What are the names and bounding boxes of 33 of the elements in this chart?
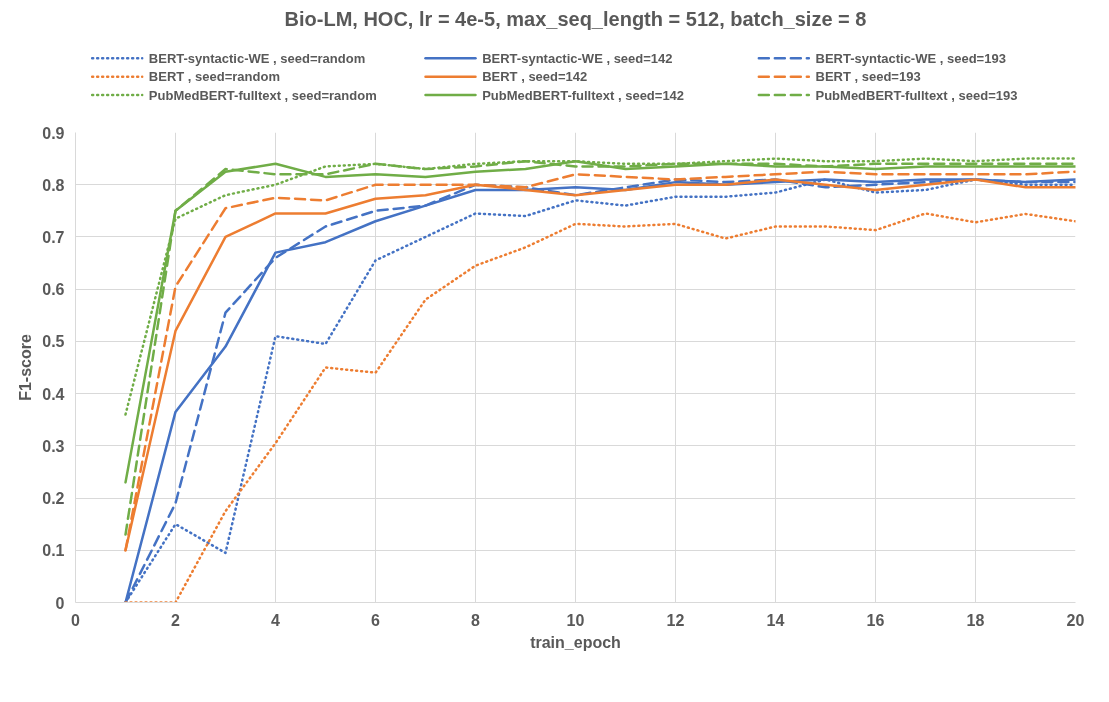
legend-label: BERT , seed=random [148, 69, 280, 85]
y-tick-label: 0 [55, 594, 65, 612]
x-tick-label: 10 [566, 611, 585, 629]
y-tick-label: 0.2 [42, 490, 65, 508]
x-tick-label: 2 [171, 611, 181, 629]
y-tick-label: 0.3 [42, 437, 65, 455]
x-tick-label: 4 [271, 611, 281, 629]
legend-label: BERT-syntactic-WE , seed=193 [815, 50, 1006, 66]
legend-label: BERT-syntactic-WE , seed=random [148, 50, 366, 66]
x-tick-label: 8 [471, 611, 481, 629]
y-tick-label: 0.9 [42, 124, 65, 142]
x-tick-label: 18 [966, 611, 985, 629]
y-tick-label: 0.1 [42, 542, 65, 560]
y-tick-label: 0.7 [42, 228, 65, 246]
y-tick-label: 0.5 [42, 333, 65, 351]
x-axis-title: train_epoch [530, 633, 621, 651]
legend-label: PubMedBERT-fulltext , seed=193 [815, 87, 1018, 103]
legend-label: BERT-syntactic-WE , seed=142 [482, 50, 673, 66]
x-tick-label: 6 [371, 611, 381, 629]
y-tick-label: 0.4 [42, 385, 65, 403]
x-tick-label: 16 [866, 611, 885, 629]
x-tick-label: 20 [1066, 611, 1085, 629]
chart-title: Bio-LM, HOC, lr = 4e-5, max_seq_length = 512, batch_size = 8 [284, 7, 867, 30]
x-tick-label: 0 [71, 611, 81, 629]
y-tick-label: 0.8 [42, 176, 65, 194]
legend-label: BERT , seed=142 [482, 69, 588, 85]
x-tick-label: 14 [766, 611, 785, 629]
legend-label: PubMedBERT-fulltext , seed=random [148, 87, 377, 103]
legend-label: BERT , seed=193 [815, 69, 921, 85]
y-tick-label: 0.6 [42, 281, 65, 299]
legend-label: PubMedBERT-fulltext , seed=142 [482, 87, 685, 103]
y-axis-title: F1-score [17, 334, 35, 401]
x-tick-label: 12 [666, 611, 685, 629]
